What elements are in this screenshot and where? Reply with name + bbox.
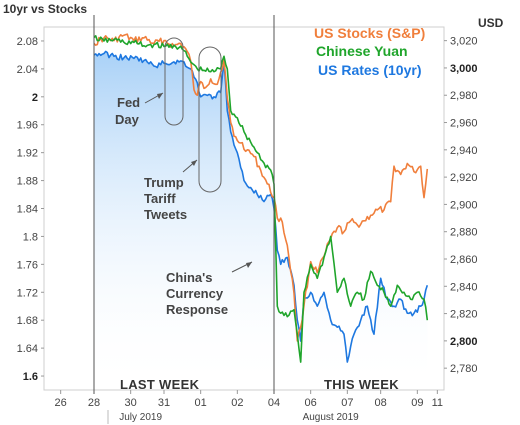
legend-us-rates: US Rates (10yr) bbox=[318, 62, 422, 78]
x-tick-label-4: 01 bbox=[195, 397, 207, 409]
x-tick-label-8: 07 bbox=[341, 397, 353, 409]
annotation-currency-line1: China's bbox=[166, 270, 212, 285]
annotation-fed-day-line1: Fed bbox=[117, 95, 140, 110]
right-tick-label-7: 2,880 bbox=[450, 227, 478, 239]
right-tick-label-5: 2,920 bbox=[450, 172, 478, 184]
rates-area-fill bbox=[94, 51, 428, 391]
us-stocks-line bbox=[93, 33, 429, 342]
tariff-tweets-callout bbox=[198, 46, 222, 193]
x-month-label-1: August 2019 bbox=[303, 412, 360, 423]
right-tick-label-1: 3,000 bbox=[450, 63, 478, 75]
x-tick-label-9: 08 bbox=[375, 397, 387, 409]
annotation-currency-response: China's Currency Response bbox=[166, 270, 228, 317]
right-tick-label-12: 2,780 bbox=[450, 363, 478, 375]
right-tick-label-6: 2,900 bbox=[450, 199, 478, 211]
left-tick-label-5: 1.88 bbox=[17, 176, 38, 188]
annotation-fed-day: Fed Day bbox=[115, 95, 140, 127]
x-tick-label-3: 31 bbox=[158, 397, 170, 409]
this-week-label: THIS WEEK bbox=[324, 377, 399, 392]
right-axis-label: USD bbox=[478, 16, 504, 30]
left-tick-label-4: 1.92 bbox=[17, 148, 38, 160]
left-tick-label-12: 1.6 bbox=[23, 371, 38, 383]
chinese-yuan-line bbox=[93, 35, 429, 363]
last-week-label: LAST WEEK bbox=[120, 377, 200, 392]
x-tick-label-5: 02 bbox=[231, 397, 243, 409]
annotation-tariff-line3: Tweets bbox=[144, 207, 187, 222]
left-tick-label-6: 1.84 bbox=[17, 204, 38, 216]
x-tick-label-6: 04 bbox=[268, 397, 280, 409]
annotation-fed-day-line2: Day bbox=[115, 112, 140, 127]
fed-day-arrowhead bbox=[157, 93, 163, 99]
left-tick-label-9: 1.72 bbox=[17, 287, 38, 299]
annotation-currency-line3: Response bbox=[166, 302, 228, 317]
right-tick-label-10: 2,820 bbox=[450, 309, 478, 321]
legend-chinese-yuan: Chinese Yuan bbox=[316, 43, 408, 59]
left-tick-label-11: 1.64 bbox=[17, 343, 38, 355]
left-tick-label-8: 1.76 bbox=[17, 259, 38, 271]
series-layer bbox=[93, 33, 429, 363]
legend-us-stocks: US Stocks (S&P) bbox=[314, 25, 425, 41]
x-tick-label-11: 11 bbox=[432, 397, 443, 409]
fed-day-callout bbox=[164, 37, 184, 126]
right-tick-label-8: 2,860 bbox=[450, 254, 478, 266]
right-tick-label-4: 2,940 bbox=[450, 145, 478, 157]
right-tick-label-0: 3,020 bbox=[450, 36, 478, 48]
plot-area bbox=[43, 26, 445, 391]
left-tick-label-7: 1.8 bbox=[23, 231, 38, 243]
annotation-tariff-line2: Tariff bbox=[144, 191, 176, 206]
annotation-tariff-line1: Trump bbox=[144, 175, 184, 190]
tariff-arrowhead bbox=[191, 160, 197, 166]
legend: US Stocks (S&P) Chinese Yuan US Rates (1… bbox=[314, 25, 425, 78]
chart-title: 10yr vs Stocks bbox=[3, 2, 87, 16]
x-tick-label-0: 26 bbox=[55, 397, 67, 409]
left-tick-label-10: 1.68 bbox=[17, 315, 38, 327]
annotation-tariff-tweets: Trump Tariff Tweets bbox=[144, 175, 187, 222]
x-tick-label-7: 06 bbox=[305, 397, 317, 409]
left-tick-label-2: 2 bbox=[32, 92, 38, 104]
week-dividers bbox=[93, 15, 275, 394]
left-tick-label-3: 1.96 bbox=[17, 120, 38, 132]
right-tick-label-11: 2,800 bbox=[450, 336, 478, 348]
annotation-currency-line2: Currency bbox=[166, 286, 224, 301]
x-axis: 26 28 30 31 01 02 04 06 07 08 09 11 July 2019 August … bbox=[55, 390, 443, 424]
x-month-label-0: July 2019 bbox=[119, 412, 162, 423]
x-tick-label-10: 09 bbox=[411, 397, 423, 409]
x-tick-label-2: 30 bbox=[125, 397, 137, 409]
us-rates-line bbox=[93, 50, 429, 363]
left-axis: 2.08 2.04 2 1.96 1.92 1.88 1.84 1.8 1.76 1.72 1.68… bbox=[17, 36, 44, 383]
right-tick-label-2: 2,980 bbox=[450, 90, 478, 102]
right-axis: 3,020 3,000 2,980 2,960 2,940 2,920 2,900 2,880… bbox=[444, 36, 478, 375]
x-tick-label-1: 28 bbox=[88, 397, 100, 409]
left-tick-label-0: 2.08 bbox=[17, 36, 38, 48]
right-tick-label-3: 2,960 bbox=[450, 118, 478, 130]
currency-arrowhead bbox=[246, 262, 252, 268]
right-tick-label-9: 2,840 bbox=[450, 281, 478, 293]
left-tick-label-1: 2.04 bbox=[17, 64, 38, 76]
